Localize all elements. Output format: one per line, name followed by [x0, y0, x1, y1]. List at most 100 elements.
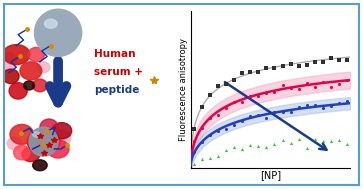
Point — [199, 126, 205, 129]
Point — [344, 100, 350, 103]
Point — [336, 102, 342, 105]
Point — [272, 67, 277, 70]
Point — [264, 117, 269, 120]
Point — [247, 94, 253, 97]
Point — [256, 144, 261, 147]
Point — [264, 146, 269, 149]
Point — [312, 60, 318, 63]
Point — [328, 139, 334, 143]
Point — [320, 106, 326, 109]
Point — [304, 104, 310, 107]
Point — [239, 101, 245, 104]
Y-axis label: Fluorescence anisotropy: Fluorescence anisotropy — [179, 38, 188, 141]
Ellipse shape — [40, 119, 58, 135]
Point — [288, 142, 294, 145]
Ellipse shape — [3, 69, 19, 84]
Point — [231, 78, 237, 81]
Ellipse shape — [10, 124, 33, 144]
Point — [336, 83, 342, 86]
Point — [272, 110, 277, 113]
Ellipse shape — [3, 45, 30, 65]
Point — [207, 116, 213, 119]
Point — [264, 66, 269, 69]
Point — [207, 157, 213, 160]
Point — [296, 87, 302, 90]
Point — [296, 137, 302, 140]
Point — [312, 85, 318, 88]
Point — [207, 93, 213, 96]
Point — [328, 104, 334, 107]
Point — [344, 58, 350, 61]
Point — [239, 120, 245, 123]
Point — [336, 58, 342, 61]
Point — [191, 150, 197, 153]
Text: Human: Human — [94, 49, 136, 59]
Point — [344, 78, 350, 81]
Point — [304, 82, 310, 85]
Point — [215, 155, 221, 158]
Point — [296, 106, 302, 109]
Point — [272, 142, 277, 145]
Ellipse shape — [33, 79, 47, 92]
Ellipse shape — [22, 147, 40, 162]
Ellipse shape — [37, 62, 50, 73]
Ellipse shape — [20, 62, 42, 80]
Point — [256, 94, 261, 97]
X-axis label: [NP]: [NP] — [260, 170, 281, 180]
Point — [215, 84, 221, 87]
Point — [223, 106, 229, 109]
Point — [256, 70, 261, 73]
Point — [256, 114, 261, 117]
Point — [336, 138, 342, 141]
Point — [231, 146, 237, 149]
Ellipse shape — [33, 132, 40, 137]
Point — [328, 57, 334, 60]
Point — [191, 140, 197, 143]
Point — [280, 111, 285, 114]
Text: serum +: serum + — [94, 67, 143, 77]
Point — [328, 85, 334, 88]
Point — [191, 162, 197, 165]
Point — [312, 138, 318, 141]
Circle shape — [29, 127, 58, 156]
Ellipse shape — [2, 53, 16, 71]
Point — [280, 65, 285, 68]
Point — [280, 139, 285, 142]
Point — [223, 148, 229, 151]
Point — [239, 71, 245, 74]
Point — [231, 123, 237, 126]
Point — [247, 114, 253, 117]
Ellipse shape — [52, 123, 72, 139]
Point — [272, 91, 277, 94]
Point — [320, 139, 326, 142]
Ellipse shape — [9, 83, 27, 99]
Ellipse shape — [53, 130, 71, 146]
Point — [296, 65, 302, 68]
Ellipse shape — [28, 47, 45, 62]
Point — [264, 91, 269, 94]
Point — [199, 157, 205, 160]
Point — [304, 146, 310, 149]
Point — [288, 86, 294, 89]
Point — [191, 128, 197, 131]
Point — [223, 128, 229, 131]
Ellipse shape — [14, 145, 30, 160]
Point — [239, 147, 245, 150]
Point — [231, 101, 237, 104]
Point — [247, 70, 253, 73]
Point — [199, 106, 205, 109]
Point — [223, 82, 229, 85]
Point — [215, 129, 221, 132]
Point — [215, 113, 221, 116]
Point — [344, 143, 350, 146]
Ellipse shape — [33, 160, 47, 171]
Point — [320, 81, 326, 84]
Point — [288, 110, 294, 113]
Point — [247, 144, 253, 147]
Point — [312, 103, 318, 106]
Circle shape — [34, 9, 82, 56]
Ellipse shape — [7, 137, 22, 150]
Point — [207, 134, 213, 137]
Ellipse shape — [47, 140, 69, 158]
Ellipse shape — [27, 129, 60, 154]
